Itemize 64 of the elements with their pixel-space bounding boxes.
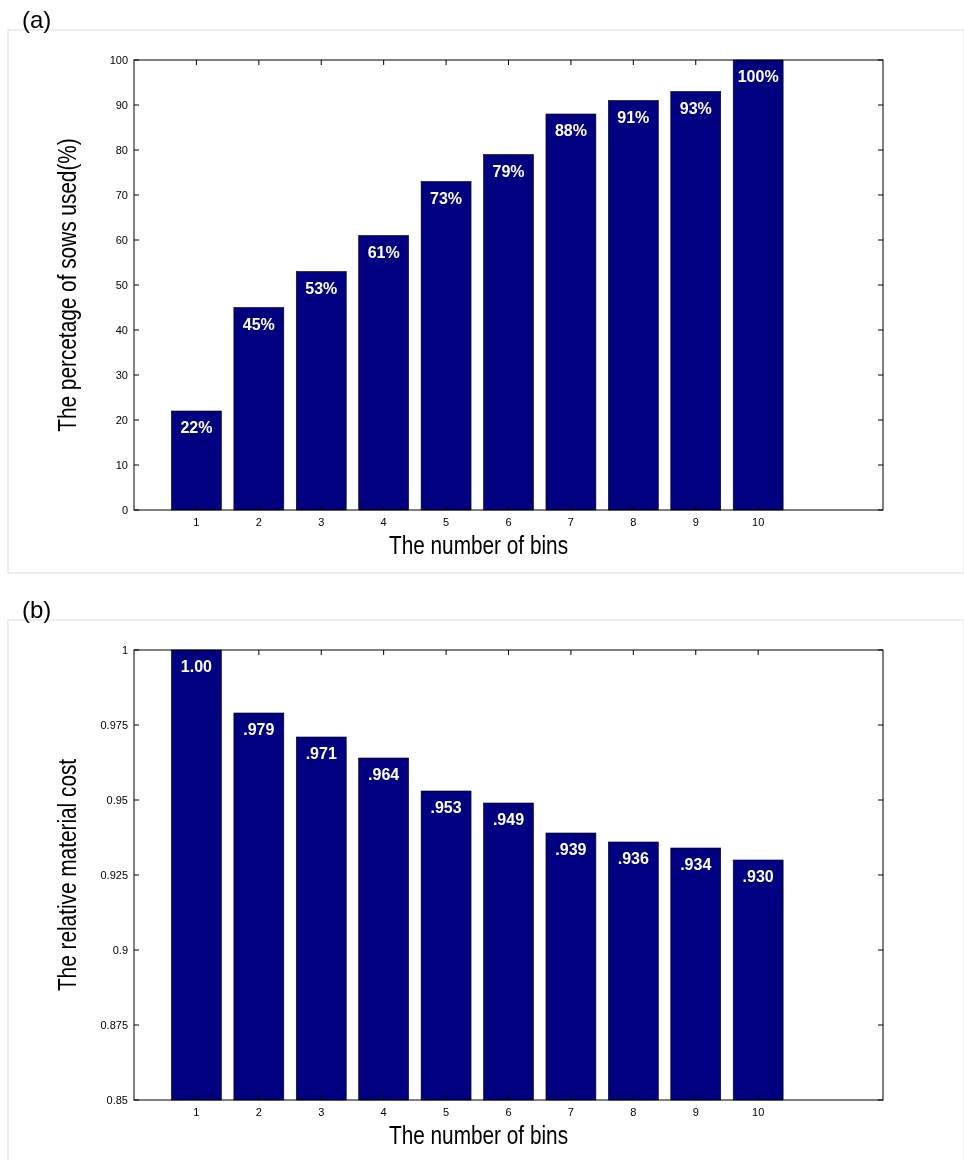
y-tick-label: 0.975 xyxy=(100,718,128,731)
data-label: 91% xyxy=(617,108,650,126)
data-label: 79% xyxy=(492,162,525,180)
y-tick-label: 10 xyxy=(115,458,128,471)
y-tick-label: 70 xyxy=(115,188,128,201)
x-tick-label: 8 xyxy=(630,516,637,528)
x-tick-label: 5 xyxy=(443,1106,450,1118)
data-label: .939 xyxy=(555,841,587,858)
data-label: .971 xyxy=(305,745,337,762)
y-tick-label: 0 xyxy=(121,503,128,516)
y-tick-label: 100 xyxy=(109,53,128,66)
y-tick-label: 0.85 xyxy=(106,1093,128,1106)
x-tick-label: 2 xyxy=(255,516,262,528)
data-label: 45% xyxy=(242,315,275,333)
data-label: .964 xyxy=(368,766,400,783)
x-tick-label: 10 xyxy=(752,1106,765,1118)
data-label: 1.00 xyxy=(180,658,213,675)
chart-title: (b) xyxy=(22,596,52,623)
x-tick-label: 8 xyxy=(630,1106,637,1118)
x-tick-label: 6 xyxy=(505,516,512,528)
data-label: 100% xyxy=(737,68,779,85)
x-tick-label: 3 xyxy=(318,1106,325,1118)
data-label: 93% xyxy=(679,99,712,117)
data-label: .953 xyxy=(430,799,462,816)
y-tick-label: 0.875 xyxy=(100,1018,128,1031)
x-tick-label: 7 xyxy=(567,516,574,528)
x-tick-label: 4 xyxy=(380,1106,387,1118)
x-tick-label: 7 xyxy=(567,1106,574,1118)
x-axis-title: The number of bins xyxy=(388,1120,569,1150)
x-tick-label: 4 xyxy=(380,516,387,528)
data-label: 88% xyxy=(554,122,587,139)
x-tick-label: 1 xyxy=(193,516,200,528)
data-label: 22% xyxy=(180,419,213,436)
data-label: .949 xyxy=(492,811,525,828)
data-label: .934 xyxy=(680,856,712,873)
x-tick-label: 1 xyxy=(193,1106,200,1118)
y-tick-label: 50 xyxy=(115,278,128,291)
y-tick-label: 0.9 xyxy=(112,943,128,956)
y-tick-label: 40 xyxy=(115,323,128,336)
data-label: .936 xyxy=(617,850,650,867)
x-tick-label: 9 xyxy=(692,1106,699,1118)
y-tick-label: 0.95 xyxy=(106,793,128,806)
x-tick-label: 6 xyxy=(505,1106,512,1118)
x-tick-label: 3 xyxy=(318,516,325,528)
data-label: 53% xyxy=(305,279,338,297)
data-label: .979 xyxy=(243,721,275,738)
y-axis-title: The percetage of sows used(%) xyxy=(52,138,82,432)
y-tick-label: 80 xyxy=(115,143,128,156)
y-tick-label: 60 xyxy=(115,233,128,246)
x-tick-label: 5 xyxy=(443,516,450,528)
y-tick-label: 0.925 xyxy=(100,868,128,881)
y-tick-label: 1 xyxy=(121,643,128,656)
chart-title: (a) xyxy=(22,6,52,33)
y-axis-title: The relative material cost xyxy=(52,758,82,992)
data-label: 73% xyxy=(430,189,463,207)
y-tick-label: 20 xyxy=(115,413,128,426)
x-tick-label: 2 xyxy=(255,1106,262,1118)
data-label: 61% xyxy=(367,243,400,261)
data-label: .930 xyxy=(742,868,774,885)
x-tick-label: 10 xyxy=(752,516,765,528)
y-tick-label: 90 xyxy=(115,98,128,111)
x-tick-label: 9 xyxy=(692,516,699,528)
y-tick-label: 30 xyxy=(115,368,128,381)
x-axis-title: The number of bins xyxy=(388,530,569,560)
